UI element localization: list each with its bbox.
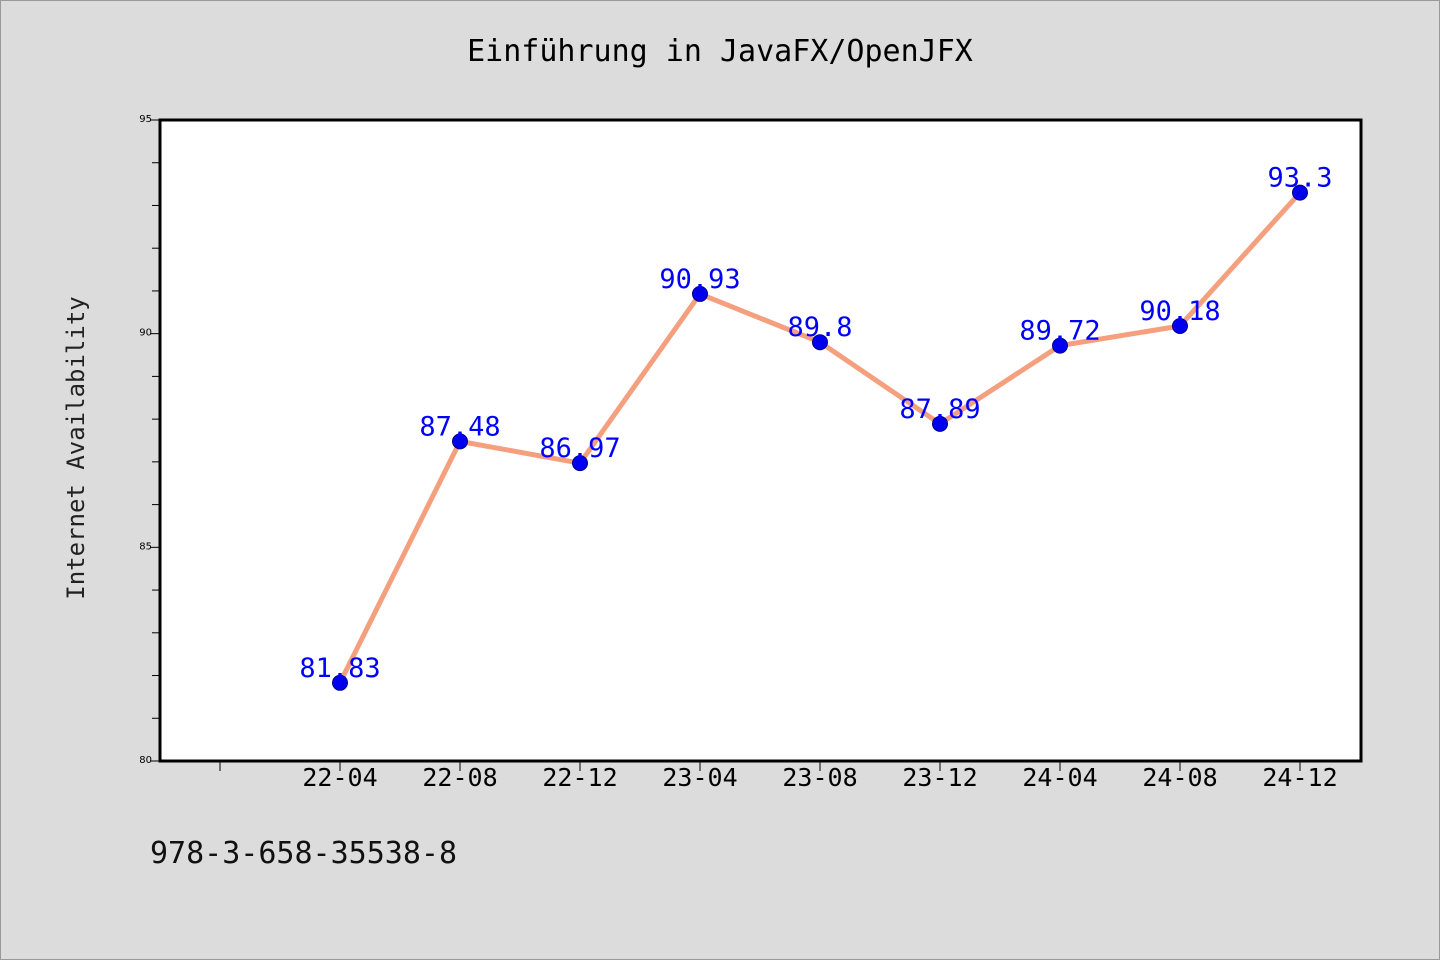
x-tick-label: 22-08 bbox=[422, 763, 497, 792]
data-point bbox=[452, 433, 468, 450]
data-label: 86.97 bbox=[539, 433, 620, 464]
x-tick-label: 23-04 bbox=[662, 763, 737, 792]
data-point bbox=[1172, 317, 1188, 334]
data-point bbox=[572, 455, 588, 472]
data-point bbox=[932, 415, 948, 432]
x-tick-label: 22-12 bbox=[542, 763, 617, 792]
y-axis-label: Internet Availability bbox=[62, 296, 90, 600]
x-tick-label: 24-04 bbox=[1022, 763, 1097, 792]
data-label: 90.93 bbox=[659, 264, 740, 295]
plot-area bbox=[158, 118, 1363, 763]
y-tick-label: 95 bbox=[139, 114, 152, 125]
data-label: 87.89 bbox=[899, 394, 980, 425]
data-label: 89.72 bbox=[1019, 316, 1100, 347]
data-label: 93.3 bbox=[1267, 163, 1332, 194]
y-tick-label: 90 bbox=[139, 328, 152, 339]
x-tick-label: 24-12 bbox=[1262, 763, 1337, 792]
data-label: 87.48 bbox=[419, 411, 500, 442]
data-point bbox=[812, 334, 828, 351]
data-point bbox=[692, 285, 708, 302]
data-label: 89.8 bbox=[787, 312, 852, 343]
data-point bbox=[1052, 337, 1068, 354]
x-tick-label: 24-08 bbox=[1142, 763, 1217, 792]
data-label: 90.18 bbox=[1139, 296, 1220, 327]
data-point bbox=[1292, 184, 1308, 201]
isbn-footer: 978-3-658-35538-8 bbox=[150, 836, 458, 871]
y-tick-label: 85 bbox=[139, 541, 152, 552]
data-points bbox=[332, 184, 1308, 691]
y-tick-label: 80 bbox=[139, 755, 152, 766]
x-tick-label: 23-08 bbox=[782, 763, 857, 792]
y-axis: 80 85 90 95 bbox=[139, 114, 160, 766]
data-labels: 81.83 87.48 86.97 90.93 89.8 87.89 89.72 90.18 9… bbox=[299, 163, 1332, 684]
x-tick-label: 22-04 bbox=[302, 763, 377, 792]
x-tick-label: 23-12 bbox=[902, 763, 977, 792]
chart-title: Einführung in JavaFX/OpenJFX bbox=[467, 34, 973, 69]
data-label: 81.83 bbox=[299, 653, 380, 684]
x-axis: 22-04 22-08 22-12 23-04 23-08 23-12 24-04 24-08… bbox=[219, 761, 1338, 792]
data-point bbox=[332, 674, 348, 691]
